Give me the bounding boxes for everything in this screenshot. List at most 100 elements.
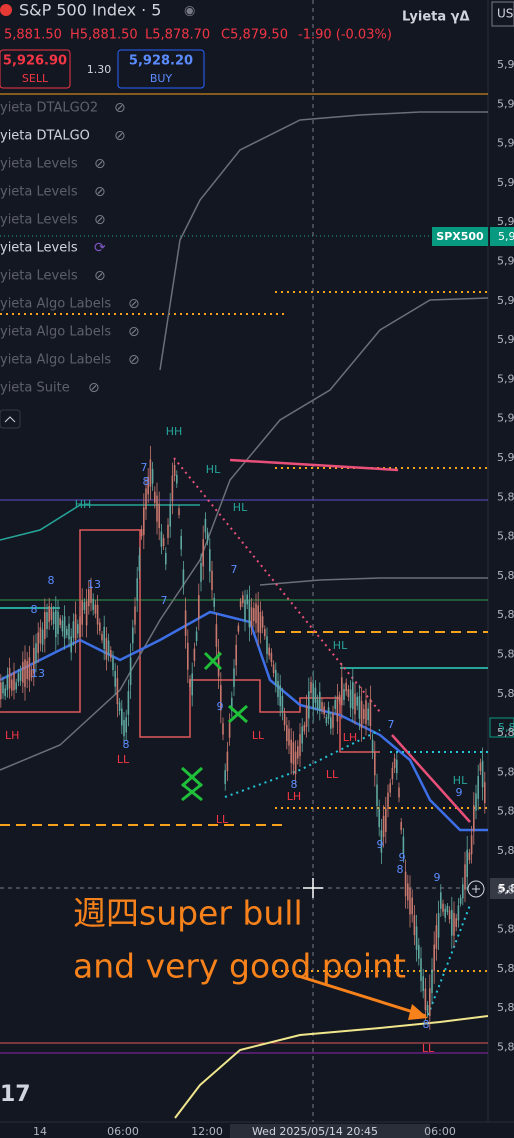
- candle-body: [266, 636, 268, 655]
- price-axis-label: 5,8: [497, 844, 514, 857]
- ohlc-close: C5,879.50: [221, 28, 288, 43]
- indicator-name[interactable]: yieta Algo Labels: [0, 353, 111, 368]
- time-axis-label: 14: [33, 1125, 47, 1138]
- symbol-icon: [0, 4, 12, 16]
- candle-body: [391, 767, 394, 780]
- indicator-name[interactable]: yieta Algo Labels: [0, 297, 111, 312]
- candle-body: [415, 926, 418, 950]
- candle-body: [277, 680, 279, 698]
- price-axis-label: 5,8: [497, 962, 514, 975]
- indicator-name[interactable]: yieta DTALGO2: [0, 101, 98, 116]
- candle-body: [11, 679, 13, 691]
- candle-body: [48, 605, 50, 622]
- indicator-name[interactable]: yieta DTALGO: [0, 129, 90, 144]
- candle-body: [77, 624, 79, 634]
- candle-body: [92, 598, 94, 610]
- chart-label: 7: [161, 594, 168, 607]
- candle-body: [198, 595, 200, 619]
- price-axis-label: 5,9: [497, 215, 514, 228]
- chart-label: 8: [48, 574, 55, 587]
- candle-body: [422, 976, 424, 991]
- candle-body: [195, 631, 198, 642]
- chart-label: HL: [333, 639, 348, 652]
- chart-label: 13: [31, 667, 45, 680]
- candle-body: [442, 903, 444, 912]
- candle-body: [253, 608, 255, 622]
- candle-body: [151, 469, 154, 484]
- candle-body: [385, 808, 387, 832]
- candle-body: [147, 476, 149, 495]
- symbol-title[interactable]: S&P 500 Index · 5: [19, 1, 161, 20]
- candle-body: [180, 535, 182, 550]
- indicator-name[interactable]: yieta Levels: [0, 269, 78, 284]
- candle-body: [312, 683, 314, 710]
- chart-label: HL: [453, 774, 468, 787]
- candle-body: [176, 474, 178, 484]
- spread: 1.30: [87, 63, 112, 76]
- candle-body: [261, 616, 264, 628]
- candle-body: [222, 723, 224, 735]
- candle-body: [88, 589, 90, 607]
- candle-body: [407, 883, 409, 901]
- signal-marks: [180, 651, 248, 802]
- chart-label: 8: [31, 603, 38, 616]
- candle-body: [63, 616, 66, 639]
- indicator-name[interactable]: yieta Levels: [0, 185, 78, 200]
- candle-body: [35, 643, 37, 663]
- candle-body: [182, 569, 185, 587]
- candle-body: [321, 702, 323, 711]
- candle-body: [74, 614, 77, 640]
- chart-label: 9: [456, 786, 463, 799]
- candle-body: [292, 742, 295, 765]
- candle-body: [125, 717, 127, 733]
- eye-icon[interactable]: ◉: [184, 4, 195, 19]
- candle-body: [191, 673, 193, 696]
- indicator-name[interactable]: yieta Algo Labels: [0, 325, 111, 340]
- candle-body: [255, 603, 257, 624]
- buy-button[interactable]: [117, 49, 205, 89]
- currency-box[interactable]: [491, 1, 514, 27]
- ohlc-open: 5,881.50: [4, 28, 62, 43]
- candle-body: [149, 459, 152, 487]
- price-axis-label: 5,8: [497, 726, 514, 739]
- indicator-name[interactable]: yieta Suite: [0, 381, 70, 396]
- chart-label: 13: [87, 578, 101, 591]
- candle-body: [79, 616, 81, 638]
- indicator-name[interactable]: yieta Levels: [0, 213, 78, 228]
- candle-body: [363, 709, 365, 719]
- chart-label: 9: [217, 700, 224, 713]
- candle-body: [213, 597, 215, 607]
- indicator-name[interactable]: yieta Levels: [0, 157, 78, 172]
- price-axis-label: 5,9: [497, 255, 514, 268]
- band-lower: [174, 1015, 489, 1119]
- candle-body: [0, 682, 2, 700]
- candle-body: [167, 524, 169, 539]
- chart-label: 8: [123, 738, 130, 751]
- price-tag-text: 5,9: [498, 230, 514, 243]
- candle-body: [268, 647, 270, 656]
- sell-button[interactable]: [0, 49, 71, 89]
- candle-body: [358, 696, 361, 719]
- price-axis-label: 5,9: [497, 372, 514, 385]
- candle-body: [275, 669, 277, 685]
- candle-body: [226, 751, 229, 772]
- candle-body: [367, 708, 369, 720]
- chart-label: 8: [397, 863, 404, 876]
- collapse-button[interactable]: [0, 409, 21, 429]
- candle-body: [110, 650, 112, 658]
- buy-price: 5,928.20: [129, 54, 193, 69]
- indicator-name[interactable]: yieta Levels: [0, 241, 78, 256]
- annotation-text: 週四super bull: [73, 894, 303, 933]
- candle-body: [33, 647, 35, 674]
- indicator-eye: ⊘: [94, 184, 106, 200]
- candle-body: [376, 784, 378, 806]
- annotation-arrow: [408, 1004, 428, 1020]
- candle-body: [451, 909, 453, 936]
- candle-body: [206, 532, 209, 541]
- price-axis-label: 5,9: [497, 137, 514, 150]
- price-axis-label: 5,8: [497, 923, 514, 936]
- candle-body: [288, 728, 290, 746]
- candle-body: [8, 667, 11, 689]
- candle-body: [215, 624, 218, 647]
